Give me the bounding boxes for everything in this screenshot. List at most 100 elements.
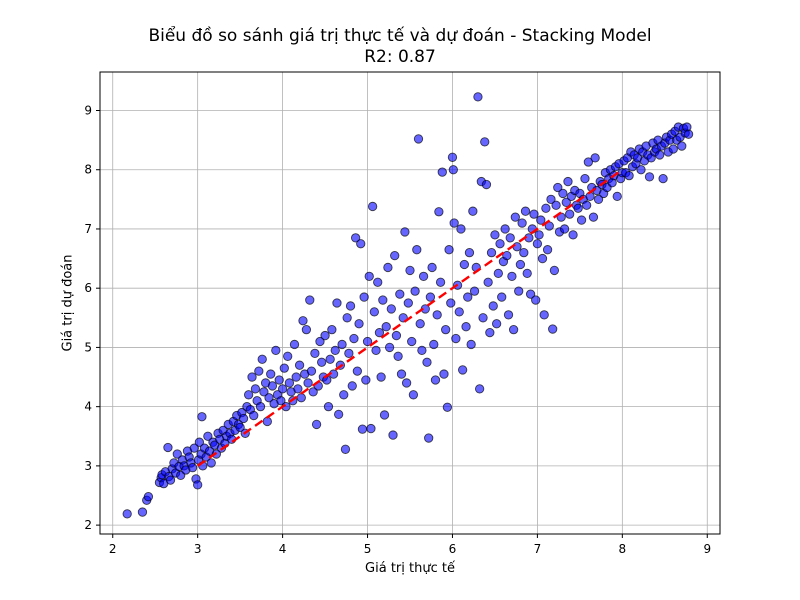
data-point — [515, 259, 526, 270]
data-point — [590, 153, 600, 163]
data-point — [197, 412, 207, 422]
data-point — [473, 92, 483, 102]
data-point — [439, 369, 449, 379]
y-tick-label: 9 — [84, 104, 92, 118]
data-point — [548, 324, 558, 334]
data-point — [277, 384, 288, 394]
data-point — [376, 372, 386, 382]
data-point — [298, 316, 308, 326]
data-point — [519, 248, 529, 258]
data-point — [580, 173, 590, 184]
data-point — [378, 295, 388, 305]
x-tick-label: 2 — [109, 542, 117, 556]
data-point — [339, 390, 349, 400]
data-point — [588, 212, 599, 222]
data-point — [464, 248, 475, 258]
y-tick-label: 5 — [84, 340, 92, 354]
data-point — [247, 372, 257, 382]
data-point — [315, 336, 325, 347]
data-point — [206, 458, 216, 468]
data-point — [350, 233, 361, 243]
y-tick-label: 3 — [84, 459, 92, 473]
data-point — [658, 173, 668, 184]
data-point — [522, 268, 532, 279]
data-point — [283, 351, 293, 361]
x-tick-label: 6 — [449, 542, 457, 556]
data-point — [486, 248, 497, 258]
data-point — [371, 345, 381, 356]
data-point — [403, 298, 413, 308]
data-point — [459, 259, 470, 270]
data-point — [500, 224, 510, 234]
data-point — [520, 206, 531, 216]
data-point — [491, 319, 502, 329]
data-point — [374, 327, 385, 338]
data-point — [429, 339, 439, 350]
data-point — [488, 301, 498, 311]
data-point — [143, 492, 154, 502]
data-point — [539, 310, 549, 320]
data-point — [668, 144, 678, 154]
data-point — [558, 188, 568, 199]
data-point — [437, 167, 447, 177]
data-point — [683, 129, 694, 139]
data-point — [396, 369, 407, 379]
data-point — [264, 393, 274, 403]
data-point — [255, 402, 266, 412]
data-point — [193, 480, 203, 490]
data-point — [332, 298, 342, 308]
data-point — [514, 286, 524, 296]
data-point — [441, 325, 451, 335]
data-point — [565, 209, 575, 219]
data-point — [165, 475, 176, 485]
data-point — [345, 301, 356, 311]
data-point — [276, 396, 286, 406]
data-point — [337, 339, 347, 350]
data-point — [296, 393, 306, 403]
data-point — [194, 437, 205, 447]
data-point — [424, 433, 434, 443]
data-point — [357, 424, 368, 434]
data-point — [446, 298, 456, 308]
data-point — [568, 230, 578, 240]
data-point — [367, 201, 378, 212]
data-point — [408, 390, 419, 400]
x-tick-label: 5 — [364, 542, 372, 556]
data-point — [306, 366, 317, 376]
data-point — [250, 384, 261, 394]
data-point — [393, 351, 403, 361]
data-point — [583, 157, 594, 167]
data-point — [541, 203, 551, 213]
data-point — [536, 215, 546, 225]
data-point — [289, 339, 300, 350]
data-point — [529, 209, 539, 219]
data-point — [517, 218, 527, 228]
data-point — [507, 271, 517, 281]
y-tick-label: 2 — [84, 518, 92, 532]
data-point — [305, 295, 315, 305]
data-point — [356, 239, 366, 249]
data-point — [407, 336, 417, 347]
data-point — [369, 307, 379, 317]
data-point — [551, 200, 561, 210]
data-point — [644, 172, 655, 182]
data-point — [330, 345, 340, 356]
x-tick-label: 4 — [279, 542, 287, 556]
data-point — [418, 271, 429, 281]
data-point — [400, 227, 410, 237]
data-point — [291, 372, 301, 382]
data-point — [362, 336, 373, 347]
data-point — [122, 509, 132, 519]
data-point — [502, 250, 512, 261]
data-point — [325, 354, 335, 364]
y-tick-label: 8 — [84, 163, 92, 177]
data-point — [294, 360, 305, 370]
data-point — [340, 444, 351, 454]
data-point — [267, 381, 278, 391]
data-point — [531, 295, 541, 305]
data-point — [364, 271, 374, 281]
data-point — [317, 357, 327, 367]
data-point — [469, 286, 480, 296]
